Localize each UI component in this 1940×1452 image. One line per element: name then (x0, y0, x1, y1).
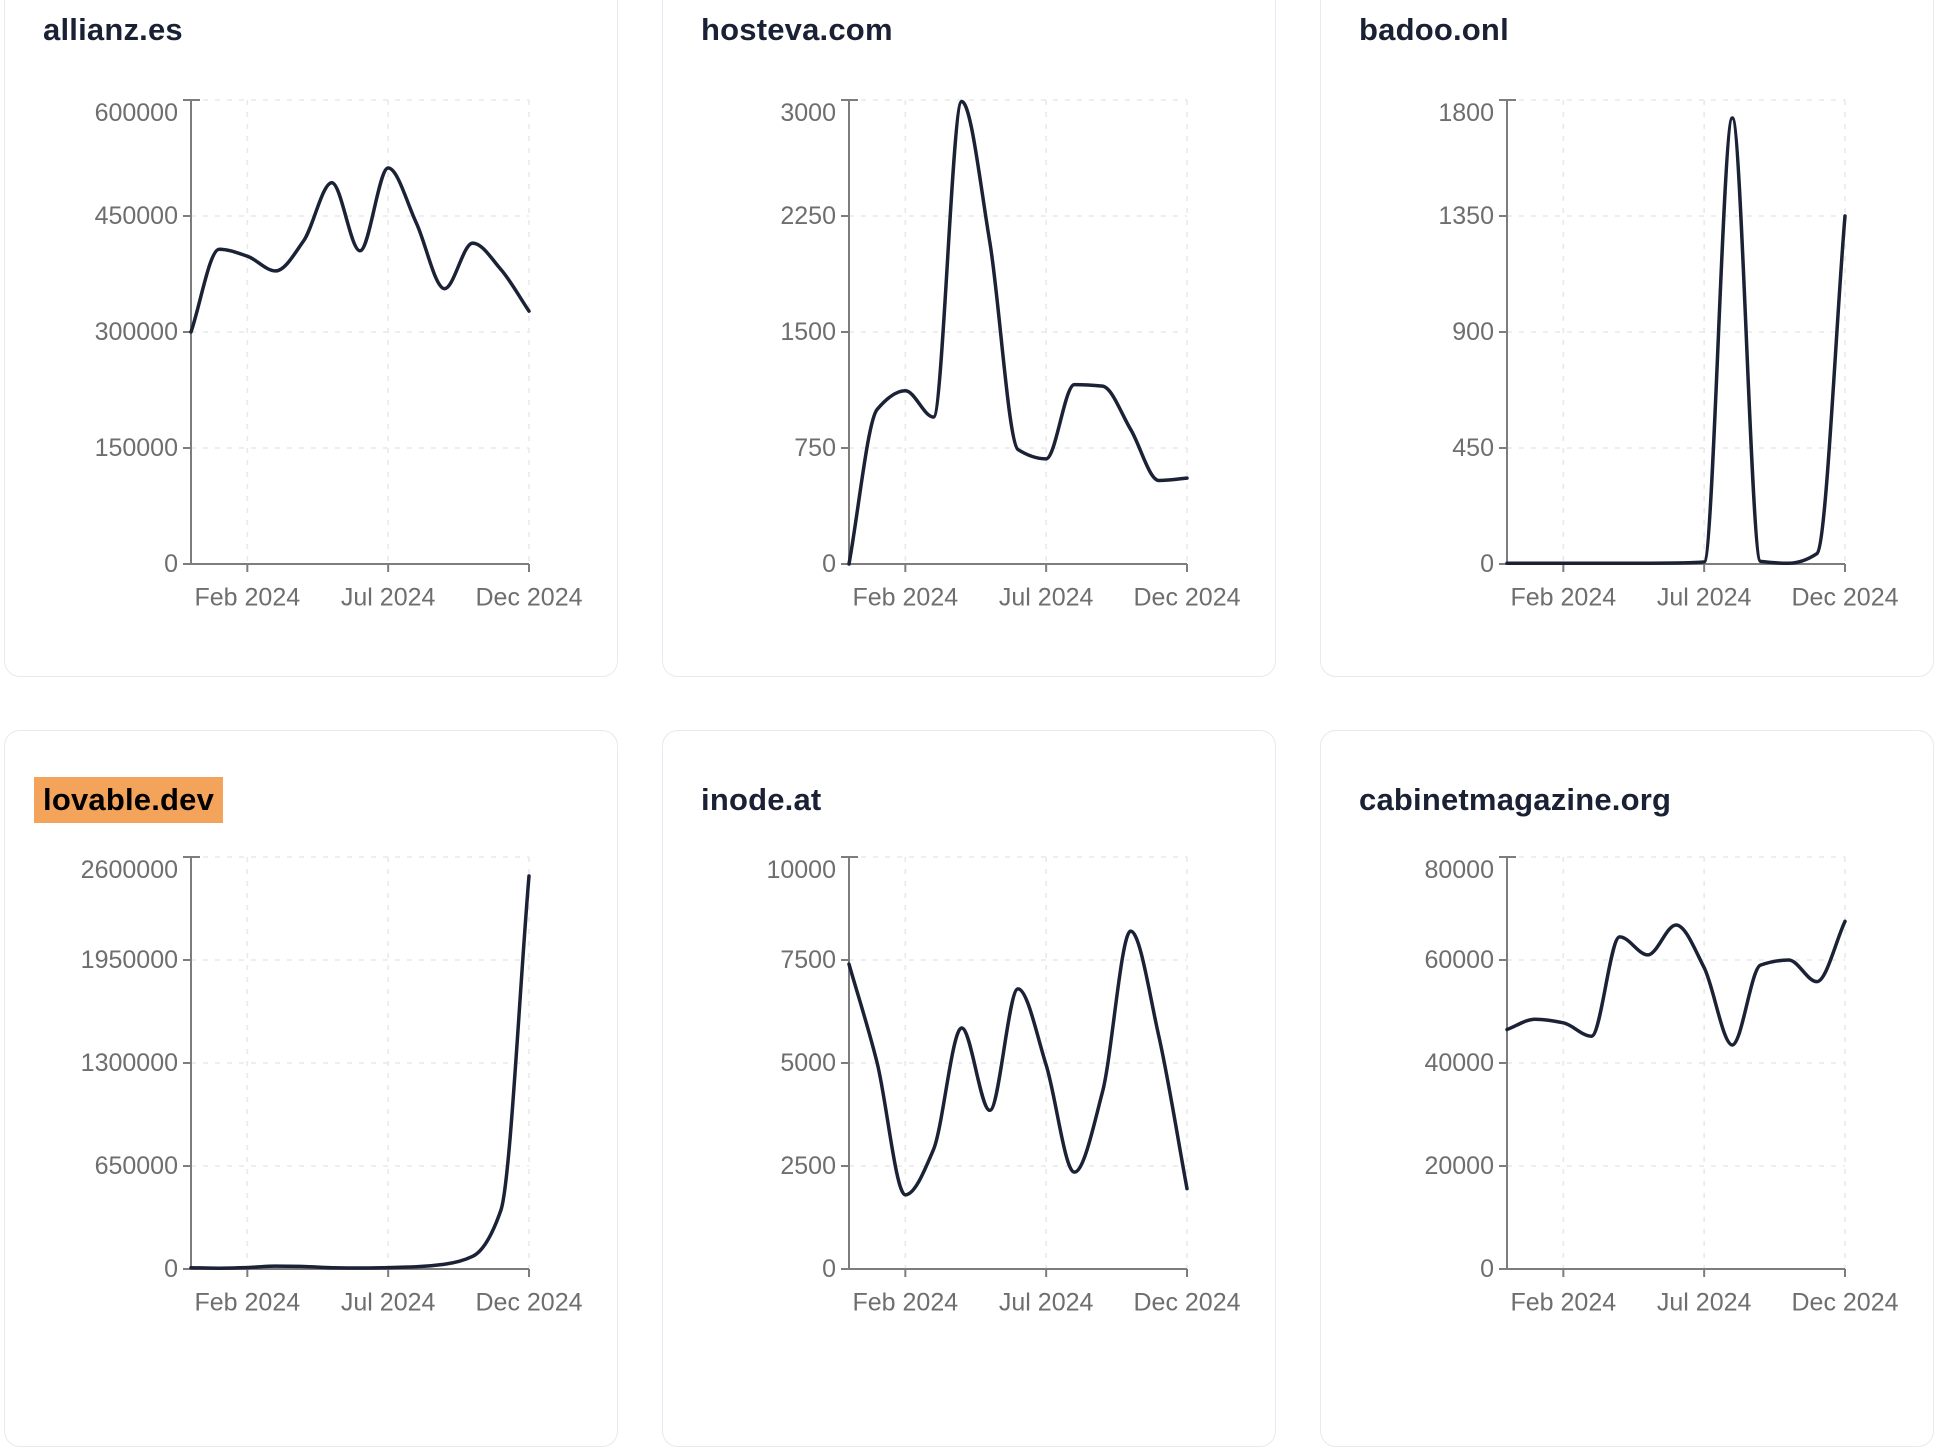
data-line (189, 166, 531, 334)
data-line (847, 99, 1189, 566)
chart-card-hosteva[interactable]: hosteva.com 0 750 1500 2250 3000 Feb 2024 Jul … (662, 0, 1276, 677)
y-tick-label: 10000 (766, 856, 836, 884)
y-tick-label: 600000 (95, 99, 178, 127)
x-tick-label: Feb 2024 (195, 1289, 301, 1317)
data-line (847, 929, 1189, 1197)
y-tick-label: 7500 (780, 946, 836, 974)
chart-title: lovable.dev (34, 777, 224, 823)
data-line (1505, 116, 1847, 565)
x-tick-label: Jul 2024 (999, 584, 1094, 612)
chart-grid: allianz.es 0 150000 300000 450000 600000 Feb … (4, 0, 1934, 1447)
chart-title: inode.at (701, 777, 821, 823)
line-chart: 0 2500 5000 7500 10000 Feb 2024 Jul 2024 Dec 20… (766, 856, 1241, 1317)
y-tick-label: 20000 (1424, 1152, 1494, 1180)
x-tick-label: Feb 2024 (853, 1289, 959, 1317)
x-tick-label: Jul 2024 (999, 1289, 1094, 1317)
y-tick-label: 900 (1452, 318, 1494, 346)
y-tick-label: 650000 (95, 1152, 178, 1180)
y-tick-label: 2250 (780, 202, 836, 230)
x-tick-label: Feb 2024 (853, 584, 959, 612)
x-tick-label: Dec 2024 (475, 584, 582, 612)
x-tick-label: Dec 2024 (1133, 1289, 1240, 1317)
y-tick-label: 1950000 (81, 946, 178, 974)
y-tick-label: 5000 (780, 1049, 836, 1077)
chart-card-allianz[interactable]: allianz.es 0 150000 300000 450000 600000 Feb … (4, 0, 618, 677)
line-chart: 0 20000 40000 60000 80000 Feb 2024 Jul 2024 Dec… (1424, 856, 1899, 1317)
line-chart: 0 450 900 1350 1800 Feb 2024 Jul 2024 Dec 2024 (1438, 99, 1899, 612)
y-tick-label: 450000 (95, 202, 178, 230)
chart-card-lovable[interactable]: lovable.dev 0 650000 1300000 1950000 2600000… (4, 730, 618, 1447)
chart-title: allianz.es (43, 7, 183, 53)
x-tick-label: Jul 2024 (1657, 1289, 1752, 1317)
y-tick-label: 2500 (780, 1152, 836, 1180)
y-tick-label: 1350 (1438, 202, 1494, 230)
chart-title-text: hosteva.com (701, 12, 893, 47)
x-tick-label: Jul 2024 (341, 584, 436, 612)
y-tick-label: 60000 (1424, 946, 1494, 974)
x-tick-label: Feb 2024 (195, 584, 301, 612)
y-tick-label: 450 (1452, 434, 1494, 462)
y-tick-label: 2600000 (81, 856, 178, 884)
y-tick-label: 1300000 (81, 1049, 178, 1077)
y-tick-label: 0 (1480, 1255, 1494, 1283)
y-tick-label: 1500 (780, 318, 836, 346)
y-tick-label: 0 (164, 1255, 178, 1283)
chart-title: cabinetmagazine.org (1359, 777, 1671, 823)
y-tick-label: 750 (794, 434, 836, 462)
x-tick-label: Dec 2024 (1791, 584, 1898, 612)
chart-card-inode[interactable]: inode.at 0 2500 5000 7500 10000 Feb 2024 Jul 2… (662, 730, 1276, 1447)
x-tick-label: Dec 2024 (1133, 584, 1240, 612)
x-tick-label: Jul 2024 (341, 1289, 436, 1317)
x-tick-label: Jul 2024 (1657, 584, 1752, 612)
chart-title-text: allianz.es (43, 12, 183, 47)
y-tick-label: 0 (1480, 550, 1494, 578)
line-chart: 0 750 1500 2250 3000 Feb 2024 Jul 2024 Dec 2024 (780, 99, 1241, 612)
y-tick-label: 1800 (1438, 99, 1494, 127)
y-tick-label: 80000 (1424, 856, 1494, 884)
x-tick-label: Feb 2024 (1511, 584, 1617, 612)
chart-card-badoo[interactable]: badoo.onl 0 450 900 1350 1800 Feb 2024 Jul 202… (1320, 0, 1934, 677)
y-tick-label: 0 (822, 550, 836, 578)
chart-title-text: badoo.onl (1359, 12, 1509, 47)
chart-title-text: cabinetmagazine.org (1359, 782, 1672, 817)
y-tick-label: 150000 (95, 434, 178, 462)
x-tick-label: Dec 2024 (1791, 1289, 1898, 1317)
chart-title-text-highlighted: lovable.dev (34, 777, 224, 823)
data-line (1505, 919, 1847, 1047)
x-tick-label: Dec 2024 (475, 1289, 582, 1317)
y-tick-label: 3000 (780, 99, 836, 127)
y-tick-label: 0 (164, 550, 178, 578)
y-tick-label: 0 (822, 1255, 836, 1283)
x-tick-label: Feb 2024 (1511, 1289, 1617, 1317)
y-tick-label: 40000 (1424, 1049, 1494, 1077)
line-chart: 0 150000 300000 450000 600000 Feb 2024 Jul 202… (95, 99, 583, 612)
chart-title: badoo.onl (1359, 7, 1509, 53)
chart-card-cabinetmagazine[interactable]: cabinetmagazine.org 0 20000 40000 60000 8000… (1320, 730, 1934, 1447)
chart-title: hosteva.com (701, 7, 893, 53)
chart-title-text: inode.at (701, 782, 822, 817)
line-chart: 0 650000 1300000 1950000 2600000 Feb 2024 Jul … (81, 856, 583, 1317)
y-tick-label: 300000 (95, 318, 178, 346)
data-line (189, 874, 531, 1270)
